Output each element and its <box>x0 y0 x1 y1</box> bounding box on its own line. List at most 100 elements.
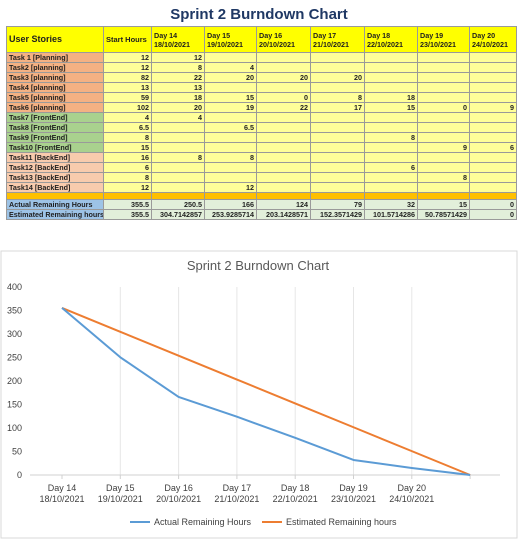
day-cell: 8 <box>417 172 470 183</box>
day-cell <box>364 122 418 133</box>
day-cell <box>364 172 418 183</box>
day-cell <box>310 132 365 143</box>
day-cell: 8 <box>151 152 205 163</box>
totals-label: Actual Remaining Hours <box>6 199 104 210</box>
task-name: Task3 [planning] <box>6 72 104 83</box>
spacer-cell <box>417 192 470 200</box>
task-name: Task8 [FrontEnd] <box>6 122 104 133</box>
totals-row: Actual Remaining Hours 355.5 250.5 166 124 79… <box>6 199 517 210</box>
legend-label: Actual Remaining Hours <box>154 517 252 527</box>
totals-start: 355.5 <box>103 209 152 220</box>
start-hours-cell: 6.5 <box>103 122 152 133</box>
day-cell <box>310 82 365 93</box>
day-cell: 9 <box>417 142 470 153</box>
header-start-hours: Start Hours <box>103 26 152 53</box>
totals-day: 124 <box>256 199 311 210</box>
day-cell <box>364 112 418 123</box>
day-cell <box>417 82 470 93</box>
spacer-cell <box>310 192 365 200</box>
day-cell <box>469 122 517 133</box>
day-cell <box>364 62 418 73</box>
day-cell: 20 <box>151 102 205 113</box>
day-cell <box>204 172 257 183</box>
task-name: Task5 [planning] <box>6 92 104 103</box>
day-cell: 12 <box>204 182 257 193</box>
day-cell: 12 <box>151 52 205 63</box>
day-cell: 8 <box>364 132 418 143</box>
totals-day: 253.9285714 <box>204 209 257 220</box>
task-name: Task13 [BackEnd] <box>6 172 104 183</box>
y-tick-label: 0 <box>17 470 22 480</box>
y-tick-label: 400 <box>7 282 22 292</box>
table-row: Task6 [planning] 102 20 19 22 17 15 0 9 <box>6 102 517 113</box>
header-day-date: 18/10/2021 <box>154 39 190 49</box>
table-row: Task2 [planning] 12 8 4 <box>6 62 517 73</box>
header-day-label: Day 17 <box>313 30 337 40</box>
y-tick-label: 250 <box>7 353 22 363</box>
day-cell <box>151 122 205 133</box>
spacer-row <box>6 192 517 200</box>
chart-title: Sprint 2 Burndown Chart <box>187 258 330 273</box>
spacer-cell <box>6 192 104 200</box>
header-day-date: 20/10/2021 <box>259 39 295 49</box>
day-cell <box>469 112 517 123</box>
task-name: Task6 [planning] <box>6 102 104 113</box>
day-cell <box>310 52 365 63</box>
y-tick-label: 150 <box>7 400 22 410</box>
day-cell <box>469 162 517 173</box>
day-cell: 8 <box>151 62 205 73</box>
series-line <box>61 306 471 476</box>
day-cell <box>256 52 311 63</box>
day-cell <box>151 182 205 193</box>
day-cell: 20 <box>204 72 257 83</box>
start-hours-cell: 82 <box>103 72 152 83</box>
y-tick-label: 100 <box>7 423 22 433</box>
day-cell: 6 <box>364 162 418 173</box>
header-day: Day 19 23/10/2021 <box>417 26 470 53</box>
table-row: Task5 [planning] 59 18 15 0 8 18 <box>6 92 517 103</box>
day-cell: 20 <box>310 72 365 83</box>
day-cell <box>204 112 257 123</box>
day-cell <box>364 182 418 193</box>
day-cell <box>256 62 311 73</box>
day-cell <box>469 62 517 73</box>
day-cell <box>204 82 257 93</box>
x-tick-label: Day 16 20/10/2021 <box>156 483 201 504</box>
x-tick-label: Day 19 23/10/2021 <box>331 483 376 504</box>
spacer-cell <box>204 192 257 200</box>
start-hours-cell: 15 <box>103 142 152 153</box>
day-cell: 8 <box>204 152 257 163</box>
table-row: Task4 [planning] 13 13 <box>6 82 517 93</box>
task-name: Task4 [planning] <box>6 82 104 93</box>
sheet-title: Sprint 2 Burndown Chart <box>170 6 348 23</box>
legend-label: Estimated Remaining hours <box>286 517 397 527</box>
day-cell <box>151 172 205 183</box>
day-cell <box>417 112 470 123</box>
day-cell <box>417 122 470 133</box>
totals-day: 0 <box>469 209 517 220</box>
day-cell <box>256 132 311 143</box>
start-hours-cell: 8 <box>103 172 152 183</box>
header-day: Day 16 20/10/2021 <box>256 26 311 53</box>
y-tick-label: 50 <box>12 447 22 457</box>
day-cell <box>310 62 365 73</box>
day-cell <box>469 132 517 143</box>
day-cell <box>364 72 418 83</box>
day-cell <box>310 182 365 193</box>
day-cell <box>256 182 311 193</box>
day-cell: 18 <box>151 92 205 103</box>
header-day-label: Day 15 <box>207 30 231 40</box>
totals-start: 355.5 <box>103 199 152 210</box>
day-cell <box>204 132 257 143</box>
x-tick-label: Day 17 21/10/2021 <box>214 483 259 504</box>
header-day: Day 17 21/10/2021 <box>310 26 365 53</box>
day-cell <box>364 142 418 153</box>
day-cell <box>469 152 517 163</box>
day-cell <box>364 152 418 163</box>
totals-day: 15 <box>417 199 470 210</box>
day-cell: 22 <box>151 72 205 83</box>
chart-svg: Sprint 2 Burndown Chart 0 50 100 150 200 250 3… <box>0 250 518 539</box>
start-hours-cell: 16 <box>103 152 152 163</box>
day-cell <box>256 162 311 173</box>
day-cell <box>204 52 257 63</box>
